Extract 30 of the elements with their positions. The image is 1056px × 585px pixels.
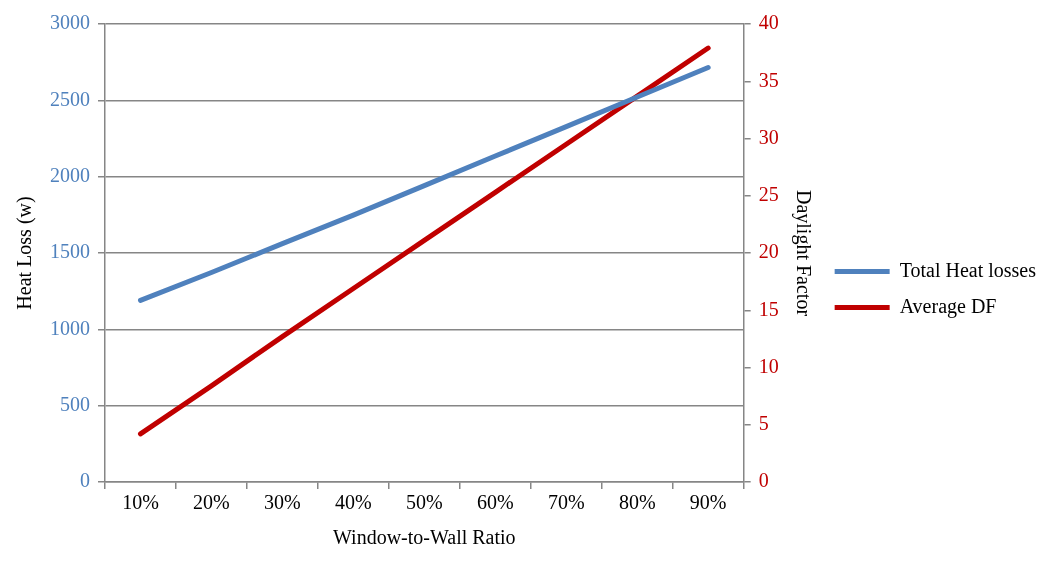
y-tick-label: 3000 [50,11,90,34]
legend-label: Total Heat losses [899,258,1037,281]
y2-tick-label: 25 [758,183,779,205]
y-tick-label: 0 [80,469,90,492]
y2-tick-label: 20 [758,240,779,263]
y2-tick-label: 15 [758,297,779,320]
y-tick-label: 1500 [50,240,90,263]
y2-axis-title: Daylight Factor [792,189,816,317]
y2-tick-label: 40 [758,11,779,34]
y2-tick-label: 0 [758,469,769,492]
x-tick-label: 20% [193,491,230,514]
y-tick-label: 2500 [50,87,90,110]
x-tick-label: 80% [618,491,656,514]
x-tick-label: 40% [335,491,372,514]
x-tick-label: 50% [405,491,443,514]
x-tick-label: 30% [264,491,301,514]
x-axis-title: Window-to-Wall Ratio [333,526,516,549]
x-tick-label: 90% [689,491,727,514]
y-tick-label: 1000 [50,316,90,339]
y2-tick-label: 5 [758,412,769,434]
y2-tick-label: 35 [758,68,779,91]
x-tick-label: 10% [122,491,159,514]
x-tick-label: 70% [547,491,585,514]
y2-tick-label: 30 [758,125,779,148]
y2-tick-label: 10 [758,354,779,377]
legend-label: Average DF [899,294,997,318]
x-tick-label: 60% [476,491,514,514]
y-axis-title: Heat Loss (w) [13,196,37,310]
y-tick-label: 2000 [50,163,90,186]
y-tick-label: 500 [60,392,90,415]
